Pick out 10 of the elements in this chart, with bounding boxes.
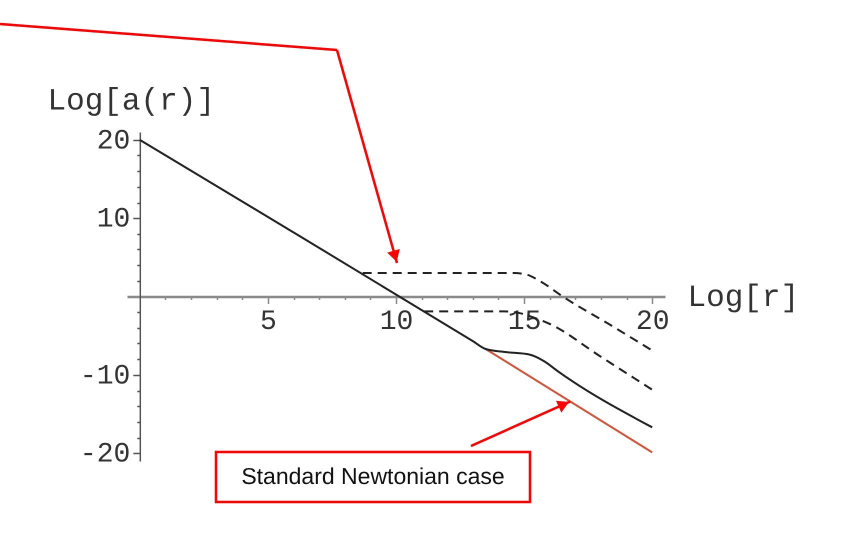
annotation: Standard Newtonian case bbox=[241, 463, 505, 489]
y-tick-label: 20 bbox=[96, 126, 130, 158]
x-axis-title: Log[r] bbox=[688, 281, 800, 316]
y-tick-label: 10 bbox=[96, 204, 130, 236]
x-tick-label: 10 bbox=[380, 307, 414, 338]
y-tick-label: -10 bbox=[80, 361, 130, 392]
x-tick-label: 20 bbox=[636, 307, 670, 338]
y-tick-label: -20 bbox=[80, 440, 130, 471]
x-tick-label: 5 bbox=[260, 307, 277, 338]
y-axis-title: Log[a(r)] bbox=[48, 84, 215, 120]
